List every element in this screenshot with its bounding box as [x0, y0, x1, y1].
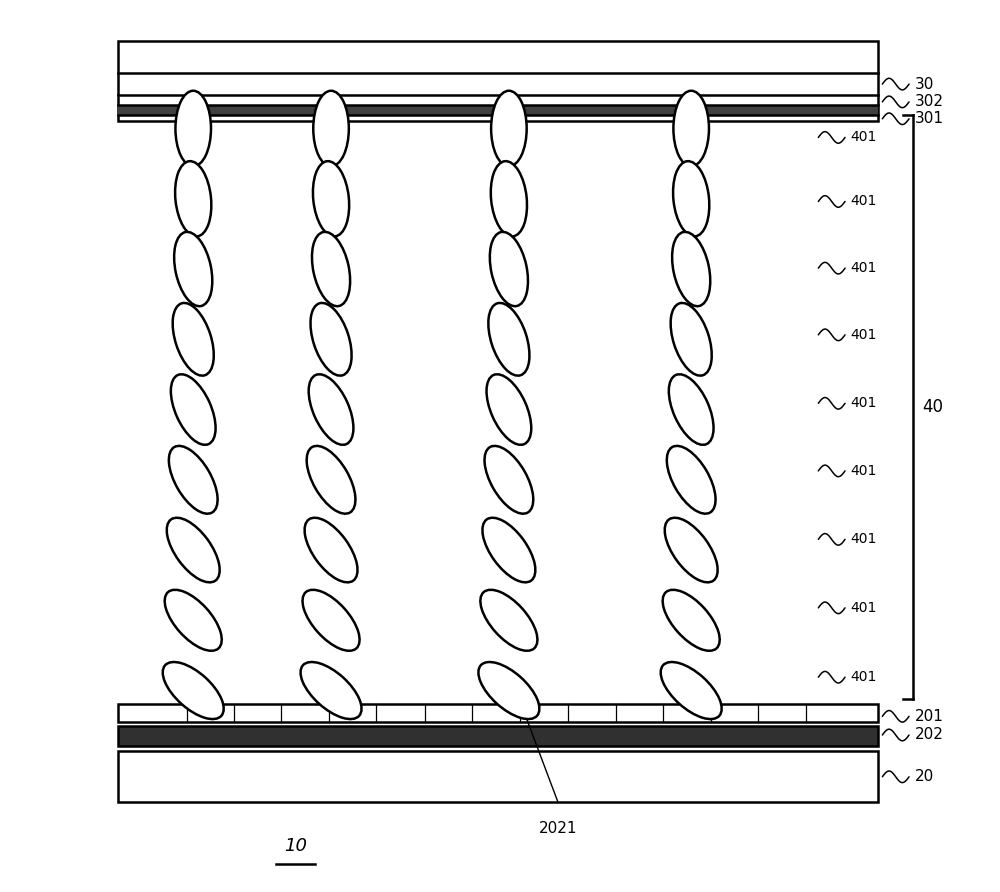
- Text: 301: 301: [914, 112, 943, 127]
- Text: 201: 201: [914, 709, 943, 723]
- Text: 401: 401: [850, 464, 877, 478]
- Ellipse shape: [490, 232, 528, 306]
- Ellipse shape: [301, 662, 362, 719]
- Ellipse shape: [671, 303, 712, 376]
- Ellipse shape: [482, 517, 535, 582]
- Text: 302: 302: [914, 95, 943, 110]
- Ellipse shape: [663, 590, 720, 651]
- Ellipse shape: [175, 91, 211, 166]
- Ellipse shape: [667, 446, 716, 514]
- Text: 40: 40: [922, 399, 943, 417]
- Ellipse shape: [167, 517, 220, 582]
- Ellipse shape: [480, 590, 537, 651]
- Ellipse shape: [673, 91, 709, 166]
- Ellipse shape: [310, 303, 352, 376]
- Ellipse shape: [665, 517, 718, 582]
- Ellipse shape: [163, 662, 224, 719]
- Ellipse shape: [673, 161, 709, 236]
- Bar: [118, 104, 878, 115]
- Text: 401: 401: [850, 328, 877, 342]
- Ellipse shape: [487, 375, 531, 445]
- Ellipse shape: [309, 375, 353, 445]
- Ellipse shape: [313, 161, 349, 236]
- Ellipse shape: [478, 662, 539, 719]
- Ellipse shape: [173, 303, 214, 376]
- Ellipse shape: [669, 375, 714, 445]
- Text: 30: 30: [914, 77, 934, 92]
- Ellipse shape: [171, 375, 216, 445]
- Ellipse shape: [485, 446, 533, 514]
- Ellipse shape: [491, 91, 527, 166]
- Ellipse shape: [491, 161, 527, 236]
- Text: 401: 401: [850, 130, 877, 145]
- Bar: [118, 726, 878, 746]
- Ellipse shape: [165, 590, 222, 651]
- Ellipse shape: [312, 232, 350, 306]
- Text: 2021: 2021: [539, 822, 577, 837]
- Bar: [118, 751, 878, 802]
- Ellipse shape: [661, 662, 722, 719]
- Ellipse shape: [313, 91, 349, 166]
- Bar: [118, 704, 878, 722]
- Bar: [118, 41, 878, 121]
- Ellipse shape: [488, 303, 529, 376]
- Text: 401: 401: [850, 396, 877, 410]
- Text: 401: 401: [850, 533, 877, 547]
- Ellipse shape: [303, 590, 360, 651]
- Text: 401: 401: [850, 670, 877, 684]
- Ellipse shape: [307, 446, 355, 514]
- Text: 401: 401: [850, 194, 877, 209]
- Ellipse shape: [305, 517, 358, 582]
- Text: 202: 202: [914, 728, 943, 742]
- Ellipse shape: [672, 232, 710, 306]
- Ellipse shape: [169, 446, 218, 514]
- Text: 10: 10: [284, 838, 307, 855]
- Ellipse shape: [175, 161, 211, 236]
- Ellipse shape: [174, 232, 212, 306]
- Text: 20: 20: [914, 769, 934, 784]
- Text: 401: 401: [850, 261, 877, 275]
- Text: 401: 401: [850, 601, 877, 615]
